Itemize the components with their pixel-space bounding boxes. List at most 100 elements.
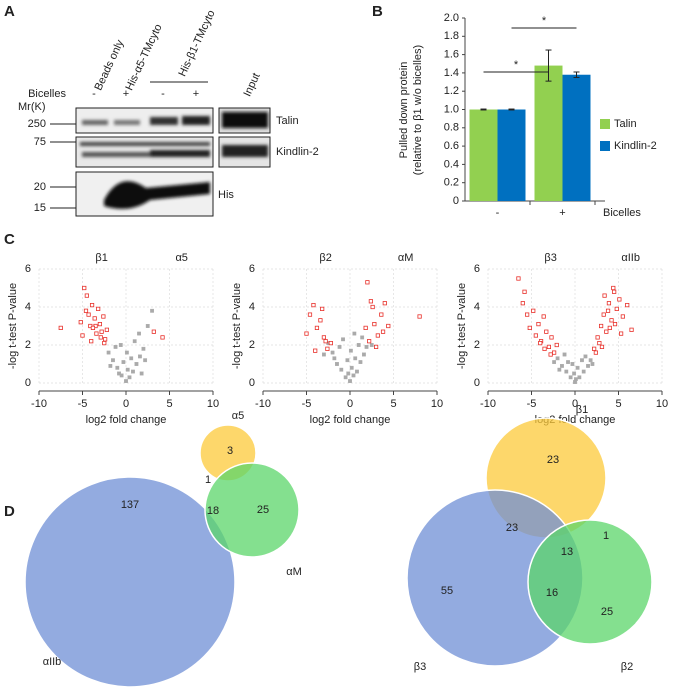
set-label: β3 [414, 661, 426, 673]
point [602, 293, 607, 298]
point [349, 365, 354, 370]
point [115, 365, 120, 370]
point [339, 367, 344, 372]
point [84, 293, 89, 298]
y-axis-label: (relative to β1 w/o bicelles) [412, 45, 424, 175]
point [536, 321, 541, 327]
point [127, 375, 132, 380]
point [111, 358, 115, 363]
point [343, 375, 348, 380]
point [131, 369, 135, 374]
band-label: Kindlin-2 [276, 146, 319, 158]
point [386, 323, 391, 329]
point [533, 333, 538, 338]
y-axis-label: -log t-test P-value [456, 283, 468, 369]
point [572, 371, 577, 376]
point [96, 306, 101, 312]
x-tick-label: 10 [431, 398, 443, 410]
x-tick-label: 5 [615, 398, 621, 410]
point [604, 329, 609, 334]
region-count: 1 [603, 530, 609, 542]
point [86, 312, 91, 317]
marker: 20 [34, 181, 46, 193]
point [611, 285, 616, 291]
y-tick-label: 0 [249, 377, 255, 389]
point [597, 340, 602, 346]
error-bar [573, 71, 580, 78]
y-tick-label: 1.6 [444, 49, 459, 61]
point [121, 360, 126, 364]
x-axis-label: log2 fold change [310, 414, 391, 426]
point [89, 302, 95, 308]
point [90, 325, 96, 331]
bar [562, 74, 591, 201]
point [577, 375, 582, 380]
lane-label: Beads only [92, 38, 126, 93]
region-count: 23 [506, 522, 518, 534]
point [348, 379, 352, 383]
region-count: 1 [205, 474, 211, 486]
point [353, 356, 358, 361]
set-circle [24, 476, 236, 688]
point [369, 343, 374, 347]
y-tick-label: 2 [25, 339, 31, 351]
point [119, 373, 124, 378]
x-tick-label: 0 [123, 398, 129, 410]
point [330, 350, 335, 355]
point [605, 308, 611, 313]
point [101, 314, 106, 319]
y-tick-label: 6 [25, 263, 31, 275]
point [103, 337, 108, 342]
group-label: β1 [95, 252, 107, 264]
y-tick-label: 6 [474, 263, 480, 275]
point [129, 356, 134, 361]
point [560, 364, 564, 368]
significance-label: * [542, 15, 547, 27]
point [160, 335, 165, 340]
region-count: 55 [441, 585, 453, 597]
marker-ticks [50, 123, 76, 209]
point [566, 360, 570, 364]
point [137, 331, 141, 336]
band-label: Talin [276, 115, 299, 127]
panel-label: C [4, 231, 15, 248]
point [575, 365, 580, 370]
point [118, 343, 123, 347]
y-tick-label: 4 [249, 301, 255, 313]
legend-swatch [600, 141, 610, 151]
point [318, 318, 323, 323]
y-tick-label: 6 [249, 263, 255, 275]
bar [469, 109, 498, 201]
point [58, 325, 63, 331]
set-label: αM [286, 566, 302, 578]
point [606, 301, 612, 306]
point [546, 344, 552, 350]
error-bar [480, 108, 487, 111]
point [348, 348, 353, 353]
point [593, 350, 598, 355]
x-tick-label: -5 [302, 398, 312, 410]
point [352, 331, 357, 336]
point [562, 352, 567, 357]
bicelles-sign: + [123, 88, 129, 100]
point [531, 308, 536, 313]
y-tick-label: 1.4 [444, 67, 459, 79]
point [588, 358, 593, 363]
region-count: 137 [121, 499, 139, 511]
x-tick-label: -10 [31, 398, 47, 410]
blot: Beads only His-α5-TMcyto His-β1-TMcyto I… [18, 8, 319, 217]
set-label: β1 [576, 404, 588, 416]
point [612, 289, 617, 294]
point [307, 312, 313, 317]
point [89, 339, 94, 344]
point [313, 348, 318, 353]
point [139, 371, 144, 376]
point [370, 304, 375, 310]
point [335, 362, 339, 366]
point [355, 369, 359, 374]
point [94, 331, 99, 336]
point [520, 301, 525, 306]
point [104, 327, 109, 332]
marker: 15 [34, 202, 46, 214]
point [590, 362, 595, 366]
